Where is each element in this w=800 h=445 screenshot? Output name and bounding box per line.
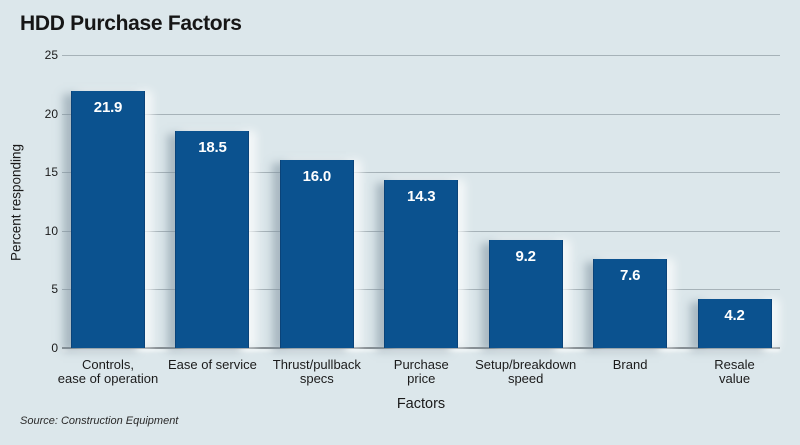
x-category-label-line: Setup/breakdown	[475, 357, 577, 372]
x-category-label-line: specs	[299, 370, 334, 386]
chart-title: HDD Purchase Factors	[20, 12, 242, 35]
x-category-label-line: Brand	[612, 357, 648, 372]
bar-6: 7.6	[593, 258, 668, 348]
x-category-label-line: Resale	[714, 357, 755, 372]
x-category-label: Setup/breakdown speed	[461, 358, 591, 385]
x-category-label-line: price	[407, 370, 436, 386]
x-category-label: Purchase price	[356, 358, 486, 385]
y-tick-label-25: 25	[44, 48, 58, 62]
x-category-label: Controls, ease of operation	[43, 358, 173, 385]
y-axis-title: Percent responding	[8, 143, 24, 262]
x-category-label-line: value	[718, 370, 751, 386]
x-axis-baseline	[62, 347, 780, 349]
x-axis-title: Factors	[396, 396, 446, 412]
x-category-label-line: ease of operation	[57, 370, 159, 386]
bar-7: 4.2	[697, 298, 772, 348]
bar-2: 18.5	[175, 131, 250, 348]
x-category-label: Resale value	[670, 358, 800, 385]
x-category-label: Brand	[565, 358, 695, 372]
bar-4: 14.3	[384, 180, 459, 348]
bar-value-label: 9.2	[515, 248, 536, 266]
x-category-label-line: Ease of service	[167, 357, 257, 372]
y-tick-label-0: 0	[51, 341, 58, 355]
bar-value-label: 16.0	[302, 168, 332, 186]
y-tick-label-5: 5	[51, 282, 58, 297]
y-tick-label-20: 20	[44, 106, 58, 121]
bar-5: 9.2	[488, 240, 563, 348]
x-category-label: Ease of service	[147, 358, 277, 372]
bar-value-label: 7.6	[619, 266, 641, 284]
y-tick-label-10: 10	[44, 223, 58, 238]
bar-3: 16.0	[279, 160, 354, 348]
bar-value-label: 14.3	[407, 188, 436, 206]
source-note: Source: Construction Equipment	[20, 415, 179, 427]
gridline-y20	[62, 113, 780, 115]
x-category-label-line: Thrust/pullback	[272, 357, 361, 372]
bar-value-label: 18.5	[198, 139, 227, 157]
gridline-y15	[62, 172, 780, 174]
bar-1: 21.9	[71, 91, 145, 348]
bar-value-label: 4.2	[724, 306, 745, 324]
x-category-label-line: speed	[507, 370, 544, 386]
x-category-label: Thrust/pullback specs	[252, 358, 382, 385]
gridline-y25	[62, 55, 780, 56]
y-tick-label-15: 15	[44, 165, 58, 180]
x-category-label-line: Controls,	[81, 357, 135, 372]
bar-value-label: 21.9	[93, 99, 123, 117]
x-category-label-line: Purchase	[393, 357, 449, 372]
